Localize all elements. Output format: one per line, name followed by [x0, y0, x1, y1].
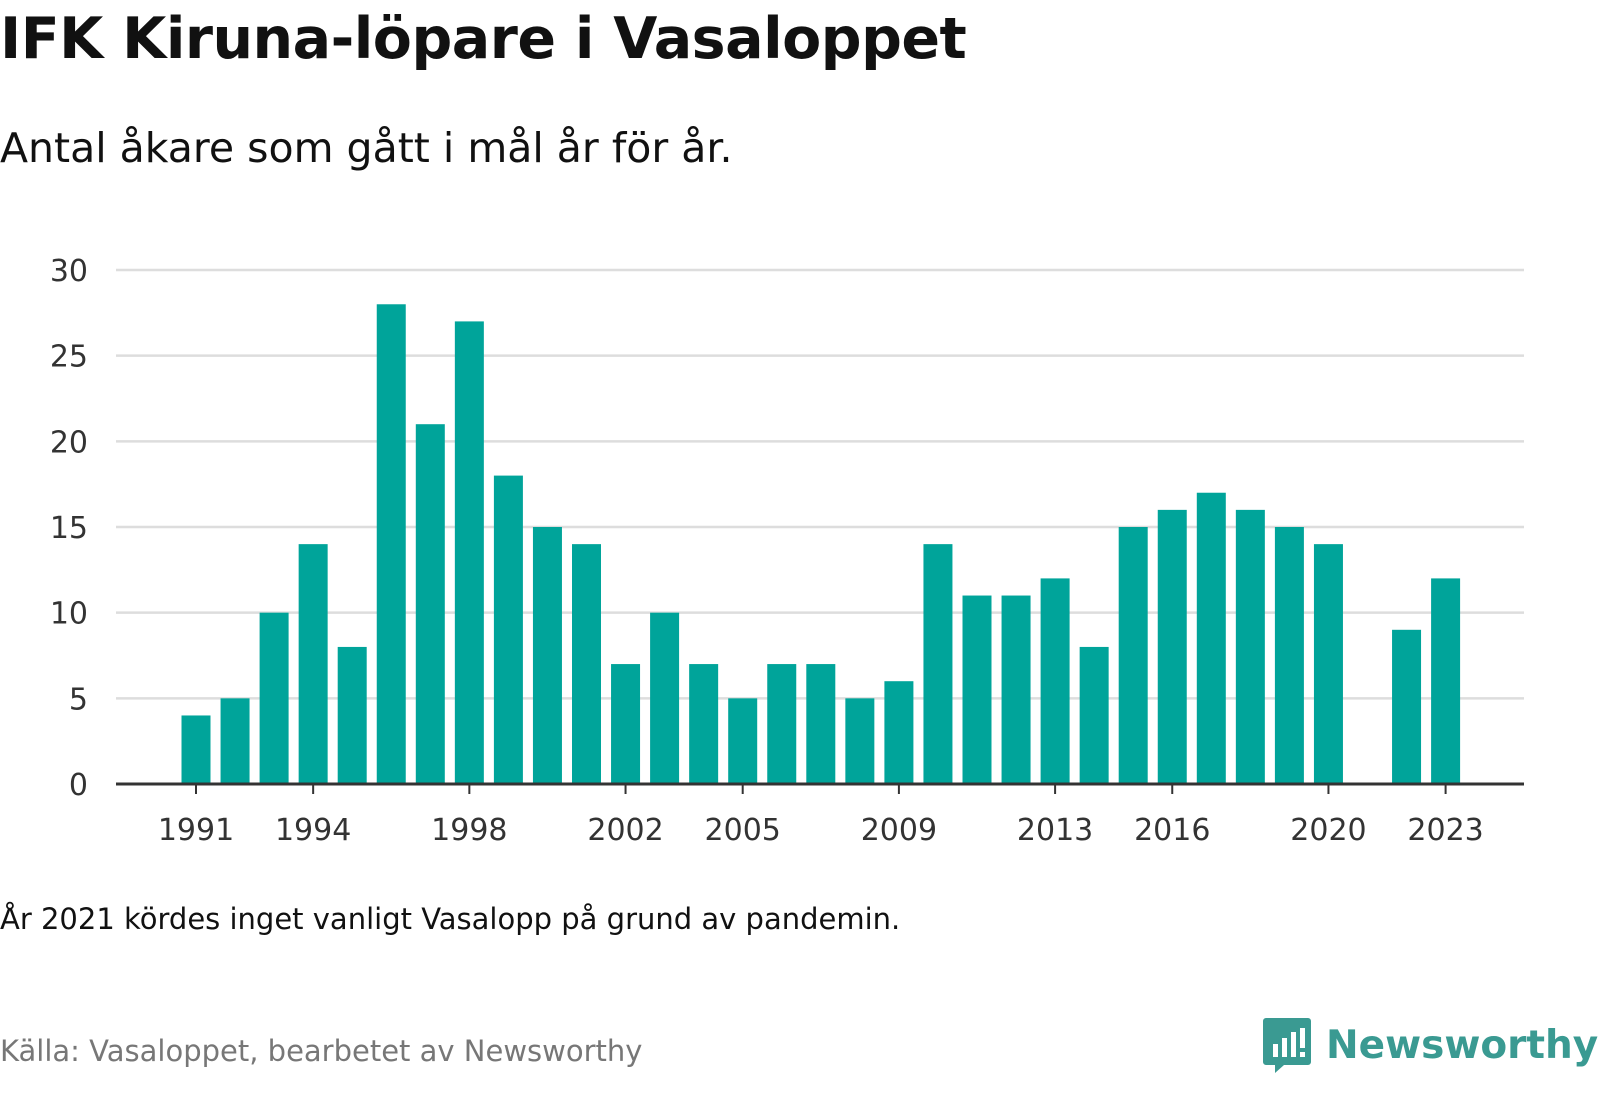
- x-tick-label: 1998: [431, 813, 507, 848]
- bar: [767, 664, 797, 784]
- bar: [845, 698, 875, 784]
- y-tick-label: 25: [50, 340, 88, 375]
- bar: [298, 544, 328, 784]
- chart-subtitle: Antal åkare som gått i mål år för år.: [0, 124, 733, 172]
- bar: [650, 612, 680, 784]
- bar: [923, 544, 953, 784]
- bar: [806, 664, 836, 784]
- x-tick-label: 2002: [587, 813, 663, 848]
- chart-title: IFK Kiruna-löpare i Vasaloppet: [0, 6, 967, 72]
- bar: [611, 664, 641, 784]
- y-tick-label: 10: [50, 597, 88, 632]
- bar: [415, 424, 445, 784]
- bar-chart: 0 5 10 15 20 25 30 1991 1994 1998 2002 2005 2009 201…: [50, 254, 1524, 848]
- x-tick-label: 1994: [275, 813, 351, 848]
- y-tick-label: 20: [50, 425, 88, 460]
- y-tick-label: 30: [50, 254, 88, 289]
- bar: [181, 715, 211, 784]
- bar: [376, 304, 406, 784]
- bar: [493, 475, 523, 784]
- x-tick-label: 2016: [1134, 813, 1210, 848]
- bar: [337, 646, 367, 784]
- bars: [181, 304, 1461, 784]
- bar: [1118, 527, 1148, 784]
- x-axis: [116, 782, 1524, 794]
- bar: [572, 544, 601, 784]
- bar: [1431, 578, 1461, 784]
- bar: [962, 595, 992, 784]
- x-tick-label: 2013: [1017, 813, 1093, 848]
- x-tick-label: 2020: [1290, 813, 1366, 848]
- bar: [1392, 629, 1422, 784]
- brand-name: Newsworthy: [1326, 1022, 1599, 1068]
- newsworthy-chart-logo-icon: [1263, 1018, 1311, 1073]
- bar: [728, 698, 758, 784]
- bar: [884, 681, 914, 784]
- bar: [454, 321, 484, 784]
- bar: [1157, 509, 1187, 784]
- bar: [1274, 527, 1304, 784]
- bar: [259, 612, 289, 784]
- bar: [1040, 578, 1070, 784]
- y-tick-label: 5: [69, 682, 88, 717]
- source-credit: Källa: Vasaloppet, bearbetet av Newswort…: [0, 1034, 643, 1068]
- y-tick-label: 0: [69, 768, 88, 803]
- bar: [689, 664, 719, 784]
- y-axis-labels: 0 5 10 15 20 25 30: [50, 254, 88, 803]
- bar: [532, 527, 562, 784]
- footnote: År 2021 kördes inget vanligt Vasalopp på…: [0, 902, 901, 936]
- brand-logo: Newsworthy: [1262, 1016, 1598, 1074]
- x-tick-label: 2005: [705, 813, 781, 848]
- bar: [1079, 646, 1109, 784]
- bar: [1196, 492, 1226, 784]
- bar: [1001, 595, 1031, 784]
- y-tick-label: 15: [50, 511, 88, 546]
- bar: [220, 698, 250, 784]
- x-tick-label: 2009: [861, 813, 937, 848]
- bar: [1235, 509, 1265, 784]
- x-tick-label: 1991: [158, 813, 234, 848]
- x-tick-label: 2023: [1407, 813, 1483, 848]
- x-axis-labels: 1991 1994 1998 2002 2005 2009 2013 2016 2020 2023: [158, 813, 1484, 848]
- bar: [1313, 544, 1343, 784]
